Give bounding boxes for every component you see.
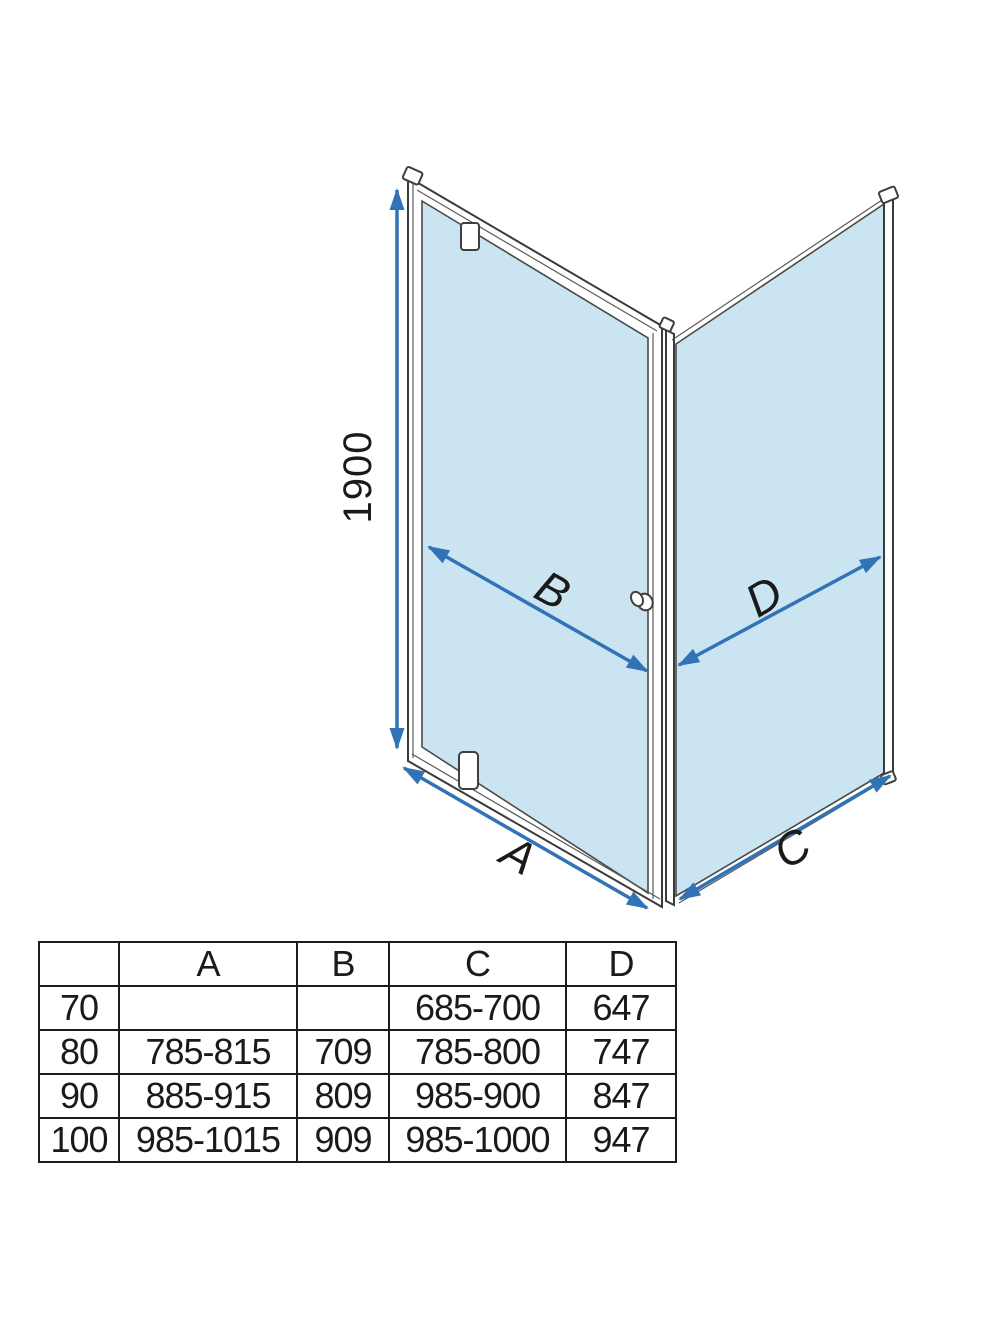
table-cell-c: 985-900 — [388, 1073, 567, 1119]
table-cell-size: 90 — [38, 1073, 120, 1119]
table-header-row: A B C D — [38, 941, 677, 987]
table-header-a: A — [118, 941, 298, 987]
table-cell-d: 847 — [565, 1073, 677, 1119]
side-glass-width-arrow — [677, 555, 882, 667]
table-row: 90 885-915 809 985-900 847 — [38, 1073, 677, 1119]
door-panel — [401, 165, 663, 909]
table-header-size — [38, 941, 120, 987]
table-cell-b: 709 — [296, 1029, 390, 1075]
table-cell-c: 785-800 — [388, 1029, 567, 1075]
table-cell-size: 80 — [38, 1029, 120, 1075]
side-outer-width-arrow — [678, 774, 892, 901]
table-cell-size: 100 — [38, 1117, 120, 1163]
bottom-hinge — [458, 751, 479, 790]
corner-profile — [658, 316, 675, 907]
table-cell-b — [296, 985, 390, 1031]
table-cell-d: 647 — [565, 985, 677, 1031]
table-row: 70 685-700 647 — [38, 985, 677, 1031]
table-cell-d: 747 — [565, 1029, 677, 1075]
door-glass-width-arrow — [427, 545, 649, 673]
table-row: 100 985-1015 909 985-1000 947 — [38, 1117, 677, 1163]
table-cell-a: 785-815 — [118, 1029, 298, 1075]
height-dimension-label: 1900 — [336, 431, 380, 524]
table-cell-b: 809 — [296, 1073, 390, 1119]
table-cell-a: 985-1015 — [118, 1117, 298, 1163]
table-cell-d: 947 — [565, 1117, 677, 1163]
side-panel — [671, 185, 899, 904]
table-cell-a: 885-915 — [118, 1073, 298, 1119]
table-header-c: C — [388, 941, 567, 987]
table-cell-c: 985-1000 — [388, 1117, 567, 1163]
table-cell-c: 685-700 — [388, 985, 567, 1031]
side-glass — [675, 202, 885, 898]
top-hinge — [460, 222, 480, 251]
right-wall-profile — [883, 195, 894, 780]
enclosure-diagram: 1900 B D A C — [336, 165, 899, 910]
dimensions-table: A B C D 70 685-700 647 80 785-815 709 78… — [38, 941, 677, 1163]
table-header-d: D — [565, 941, 677, 987]
table-header-b: B — [296, 941, 390, 987]
table-cell-size: 70 — [38, 985, 120, 1031]
table-row: 80 785-815 709 785-800 747 — [38, 1029, 677, 1075]
top-wall-profile-cap — [401, 165, 424, 186]
door-outer-width-arrow — [402, 766, 649, 910]
table-cell-b: 909 — [296, 1117, 390, 1163]
table-cell-a — [118, 985, 298, 1031]
right-wall-profile-cap — [877, 185, 899, 204]
